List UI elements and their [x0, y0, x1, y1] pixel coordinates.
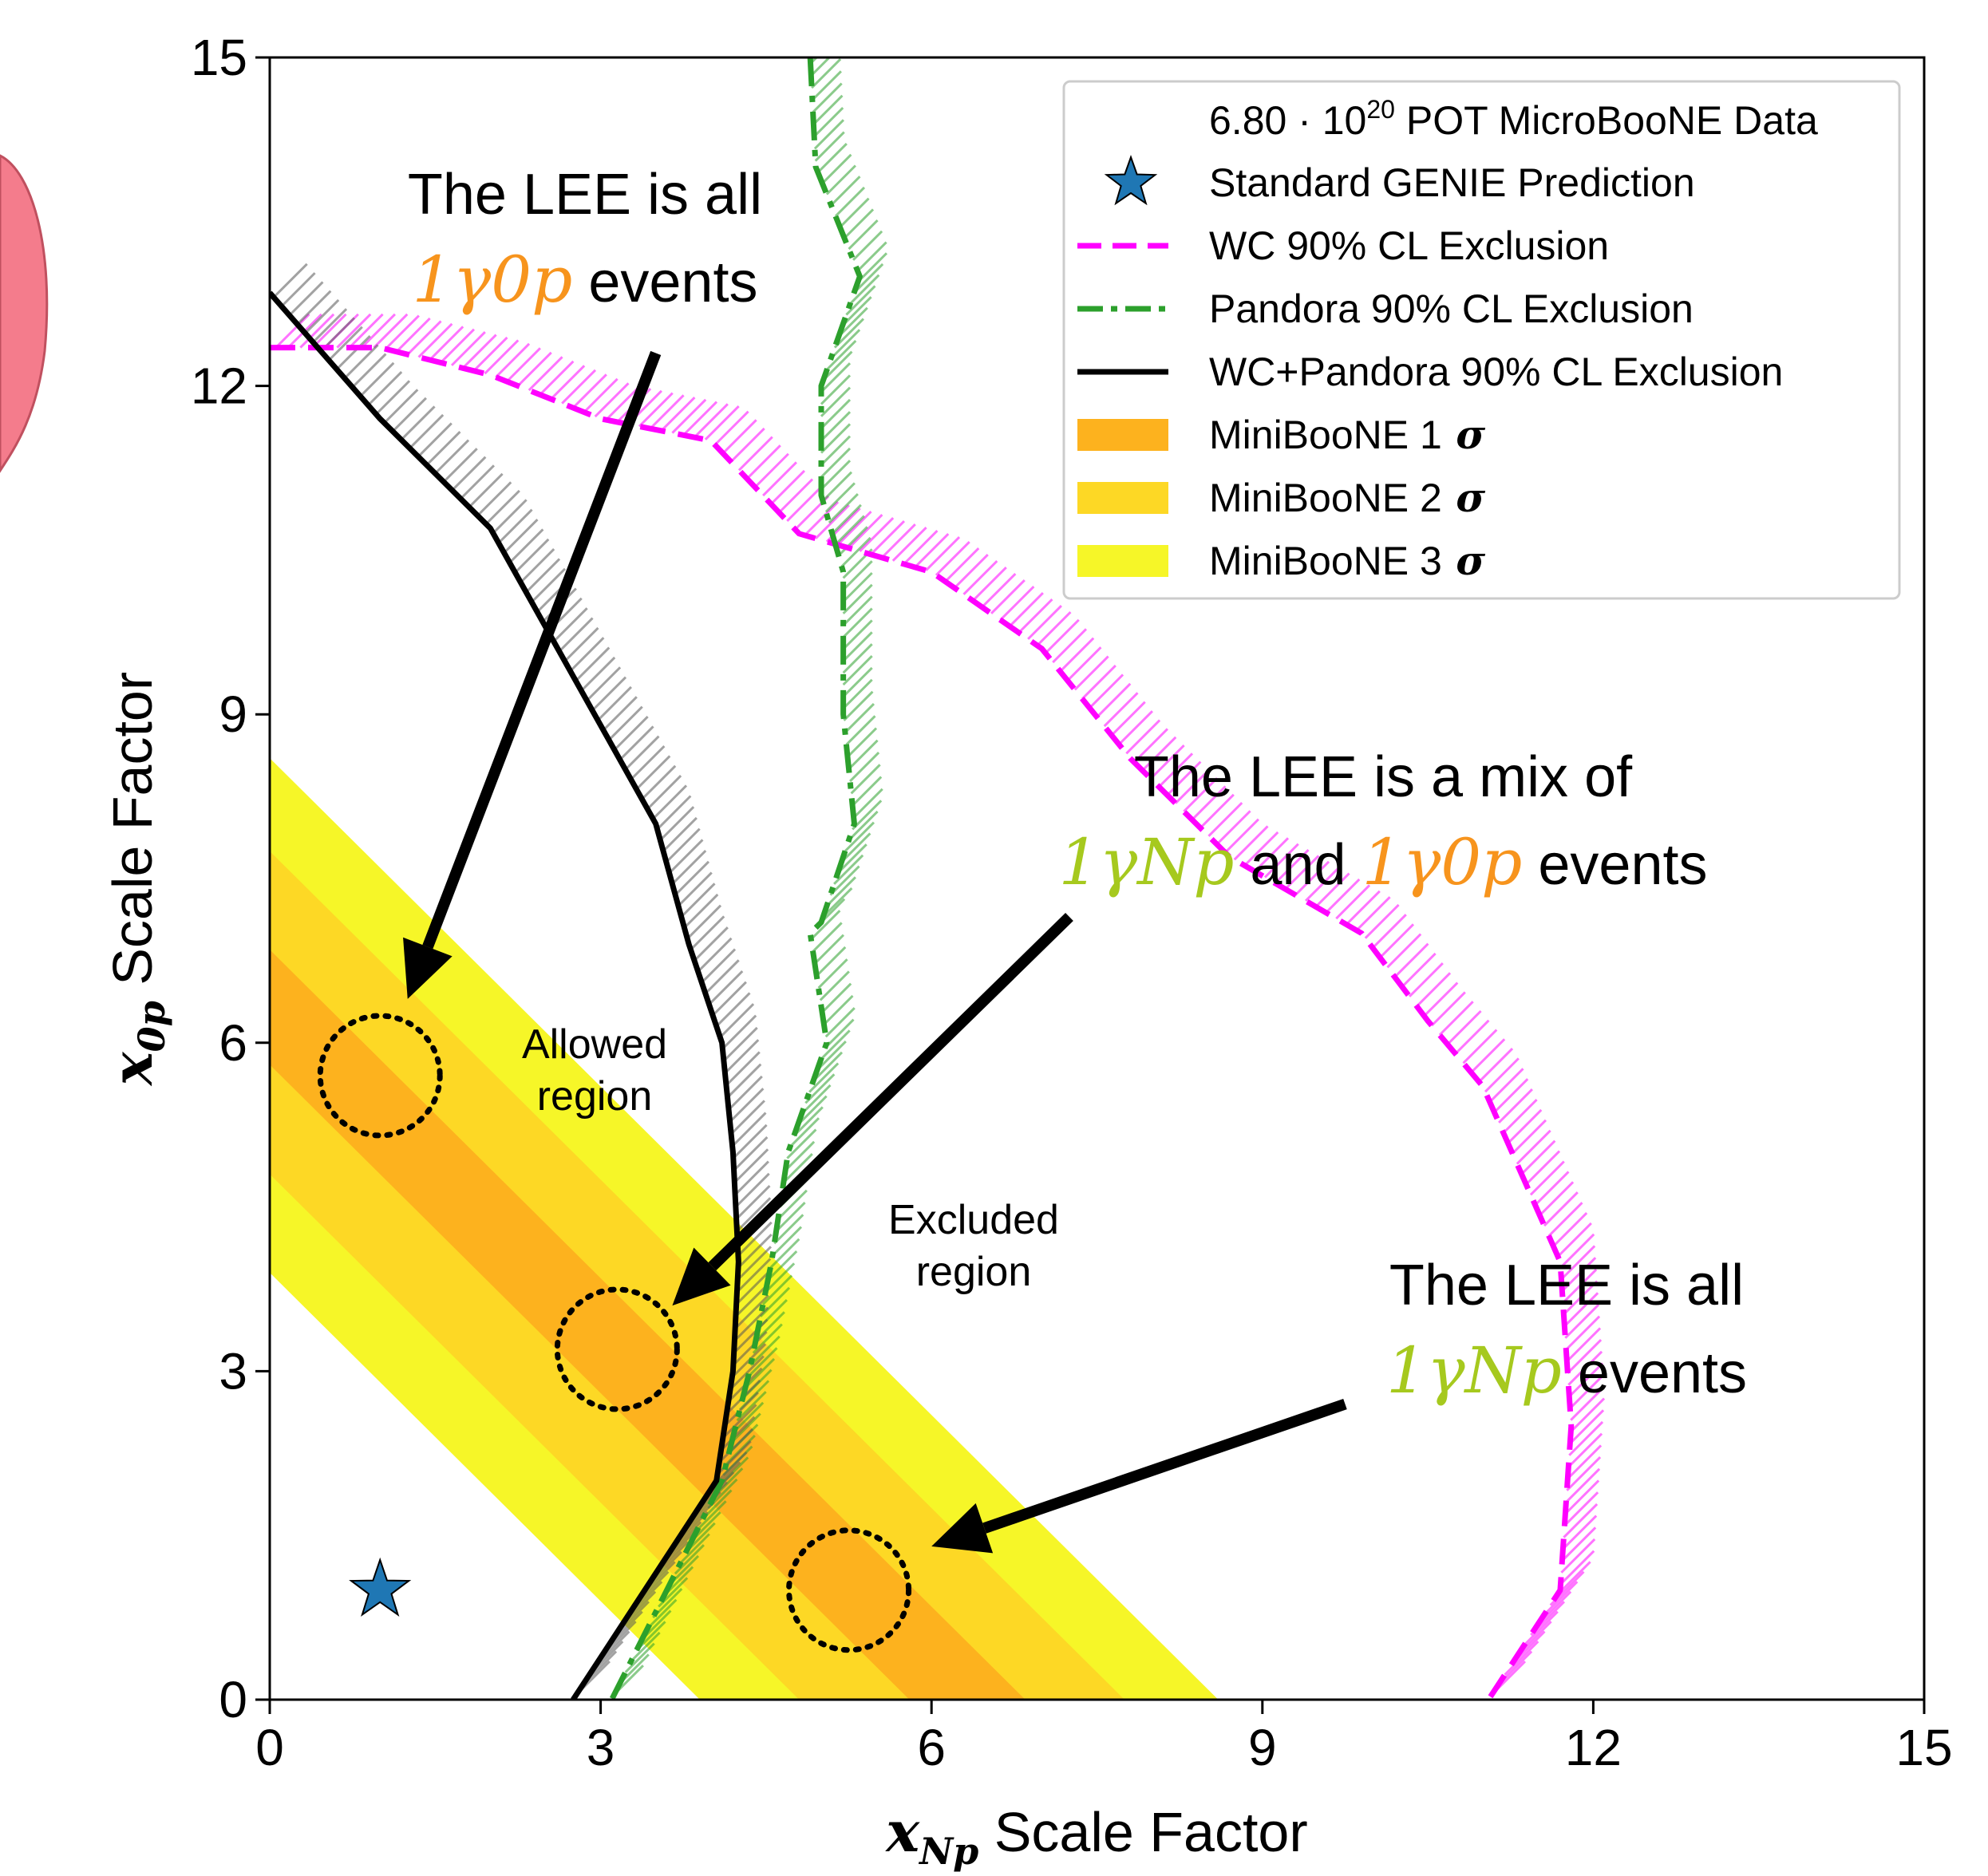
arrow-shaft-0	[422, 350, 662, 950]
x-tick-label: 0	[255, 1719, 284, 1776]
lee-mix-note-line2: 1γNp and 1γ0p events	[1058, 825, 1707, 899]
lee-all-np-note-line1: The LEE is all	[1389, 1254, 1744, 1317]
legend-box	[1062, 80, 1901, 600]
x-tick-label: 12	[1565, 1719, 1622, 1776]
x-tick-label: 3	[587, 1719, 615, 1776]
highlight-circle-2	[786, 1527, 912, 1653]
highlight-circle-1	[554, 1286, 680, 1412]
excluded-region-label: region	[916, 1249, 1032, 1295]
arrow-head-2	[931, 1503, 994, 1554]
lee-all-0p-note-line1: The LEE is all	[408, 163, 762, 227]
combined-exclusion-line	[270, 290, 741, 1700]
y-tick-label: 12	[191, 357, 247, 415]
legend-star-marker	[1104, 155, 1158, 206]
genie-prediction-star	[349, 1557, 412, 1617]
legend-item-label: WC 90% CL Exclusion	[1209, 223, 1609, 268]
y-tick-label: 6	[219, 1014, 247, 1072]
allowed-region-label: Allowed	[522, 1021, 667, 1068]
lee-mix-note-line1: The LEE is a mix of	[1134, 745, 1633, 809]
pandora-exclusion-line	[609, 57, 863, 1700]
arrow-shaft-2	[982, 1398, 1347, 1534]
pandora-hatch	[613, 57, 888, 1696]
allowed-region-label: region	[537, 1073, 653, 1120]
arrow-head-0	[403, 937, 453, 999]
wc-exclusion-line	[270, 345, 1575, 1700]
legend-item-label: WC+Pandora 90% CL Exclusion	[1209, 350, 1783, 394]
y-tick-label: 9	[219, 685, 247, 743]
y-tick-label: 3	[219, 1342, 247, 1400]
legend-item-label: MiniBooNE 2 σ	[1209, 474, 1485, 521]
y-axis-label: x0p Scale Factor	[99, 672, 173, 1087]
miniboone-band-sigma1	[270, 950, 1026, 1700]
x-axis-label: xNp Scale Factor	[884, 1799, 1307, 1873]
lee-all-0p-note-line2: 1γ0p events	[413, 243, 758, 317]
legend-patch-swatch	[1077, 482, 1168, 514]
legend-patch-swatch	[1077, 419, 1168, 451]
arrow-head-1	[672, 1247, 731, 1306]
lee-all-np-note-line2: 1γNp events	[1386, 1333, 1747, 1408]
legend-patch-swatch	[1077, 545, 1168, 577]
legend-item-label: Pandora 90% CL Exclusion	[1209, 286, 1694, 331]
arrow-shaft-1	[708, 913, 1073, 1271]
side-decoration	[0, 154, 49, 473]
wc-hatch	[275, 313, 1606, 1696]
y-tick-label: 15	[191, 29, 247, 86]
x-tick-label: 6	[917, 1719, 946, 1776]
excluded-region-label: Excluded	[888, 1197, 1059, 1243]
highlight-circle-0	[317, 1013, 443, 1139]
legend-item-label: MiniBooNE 3 σ	[1209, 537, 1485, 584]
legend-data-entry: 6.80 · 1020 POT MicroBooNE Data	[1209, 95, 1818, 143]
legend-item-label: Standard GENIE Prediction	[1209, 160, 1695, 205]
y-tick-label: 0	[219, 1671, 247, 1728]
x-tick-label: 9	[1248, 1719, 1277, 1776]
legend-item-label: MiniBooNE 1 σ	[1209, 411, 1485, 458]
plot-frame	[268, 56, 1926, 1701]
x-tick-label: 15	[1895, 1719, 1952, 1776]
